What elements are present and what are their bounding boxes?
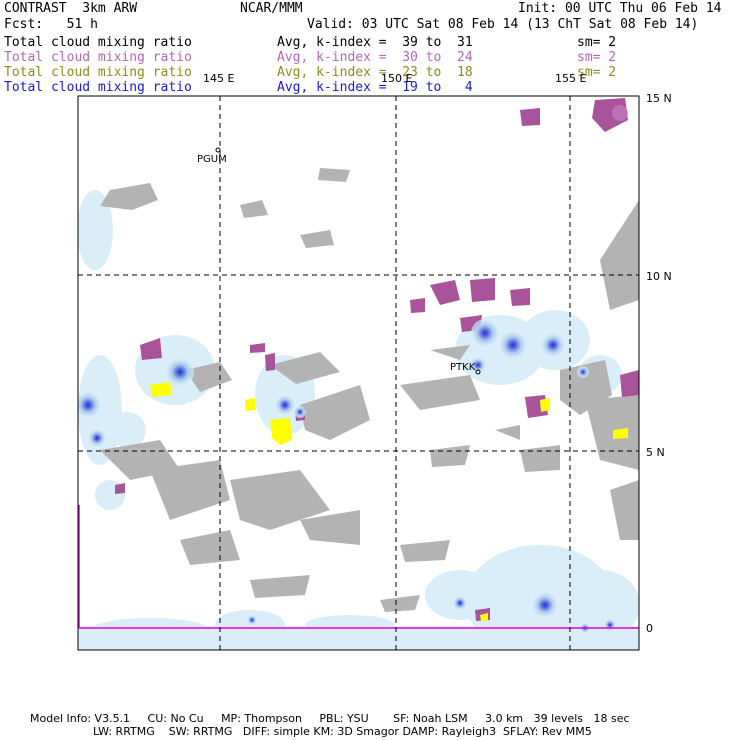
mid-cloud-layer xyxy=(150,382,628,621)
model-info-line-2: LW: RRTMG SW: RRTMG DIFF: simple KM: 3D … xyxy=(93,725,592,738)
field-sm-3: sm= 2 xyxy=(577,65,617,80)
map-layers xyxy=(78,98,639,650)
field-avg-1: Avg, k-index = 39 to 31 xyxy=(277,35,473,50)
lat-label-5n: 5 N xyxy=(646,446,665,459)
station-label-ptkk: PTKK xyxy=(450,362,476,373)
field-avg-2: Avg, k-index = 30 to 24 xyxy=(277,50,473,65)
forecast-hour: Fcst: 51 h xyxy=(4,17,98,32)
field-name-2: Total cloud mixing ratio xyxy=(4,50,192,65)
domain-boundary xyxy=(78,505,639,629)
convective-cells xyxy=(78,105,628,633)
lat-label-0: 0 xyxy=(646,622,653,635)
valid-time: Valid: 03 UTC Sat 08 Feb 14 (13 ChT Sat … xyxy=(307,17,699,32)
model-info-line-1: Model Info: V3.5.1 CU: No Cu MP: Thompso… xyxy=(30,712,630,725)
field-name-1: Total cloud mixing ratio xyxy=(4,35,192,50)
map-frame xyxy=(77,95,640,651)
lat-label-15n: 15 N xyxy=(646,92,672,105)
station-label-pgum: PGUM xyxy=(197,154,227,165)
field-name-4: Total cloud mixing ratio xyxy=(4,80,192,95)
station-markers xyxy=(215,147,481,375)
land-layer xyxy=(100,168,639,612)
lat-lon-grid xyxy=(78,96,639,650)
lat-label-10n: 10 N xyxy=(646,270,672,283)
model-title: CONTRAST 3km ARW xyxy=(4,1,138,16)
field-sm-1: sm= 2 xyxy=(577,35,617,50)
lon-label-155: 155 E xyxy=(555,72,586,85)
field-avg-3: Avg, k-index = 23 to 18 xyxy=(277,65,473,80)
field-avg-4: Avg, k-index = 19 to 4 xyxy=(277,80,473,95)
center-name: NCAR/MMM xyxy=(240,1,303,16)
field-sm-2: sm= 2 xyxy=(577,50,617,65)
init-time: Init: 00 UTC Thu 06 Feb 14 xyxy=(518,1,722,16)
lon-label-145: 145 E xyxy=(203,72,234,85)
field-name-3: Total cloud mixing ratio xyxy=(4,65,192,80)
lon-label-150: 150 E xyxy=(381,72,412,85)
